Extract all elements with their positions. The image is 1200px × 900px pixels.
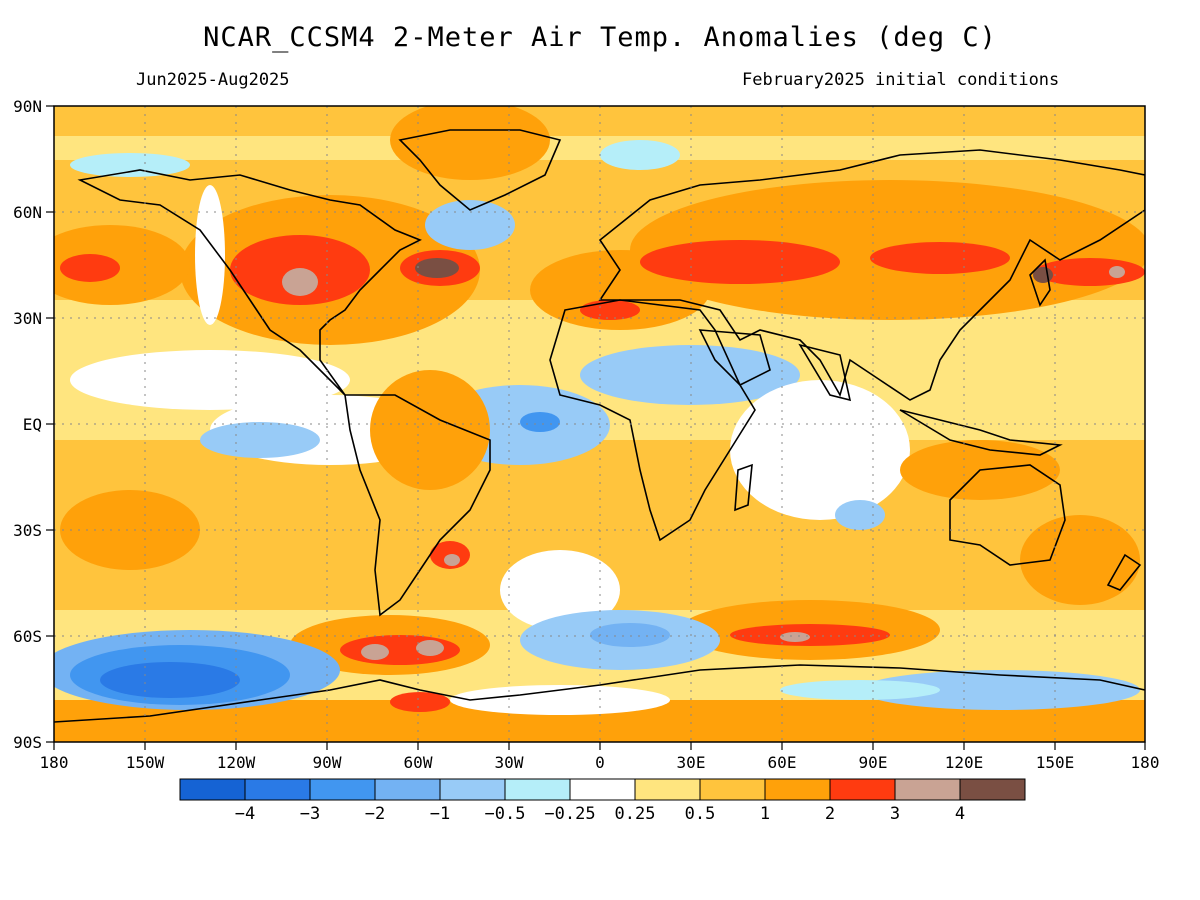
lon-label: 150W <box>126 753 165 772</box>
lon-label: 120E <box>945 753 984 772</box>
lat-label: 90N <box>13 97 42 116</box>
colorbar-swatch <box>244 778 311 801</box>
colorbar-swatch <box>764 778 831 801</box>
lat-label: 30S <box>13 521 42 540</box>
lat-label: EQ <box>23 415 42 434</box>
lon-label: 0 <box>595 753 605 772</box>
colorbar-swatch <box>959 778 1026 801</box>
colorbar-label: 3 <box>890 804 900 824</box>
lon-label: 30E <box>677 753 706 772</box>
lon-label: 90E <box>859 753 888 772</box>
colorbar-label: −1 <box>430 804 450 824</box>
colorbar-swatch <box>894 778 961 801</box>
lon-label: 30W <box>495 753 524 772</box>
colorbar-swatch <box>309 778 376 801</box>
lat-label: 30N <box>13 309 42 328</box>
colorbar-swatch <box>504 778 571 801</box>
axis-ticks <box>46 105 1146 750</box>
colorbar-label: −4 <box>235 804 255 824</box>
colorbar-swatch <box>634 778 701 801</box>
colorbar-swatch <box>179 778 246 801</box>
colorbar-label: 0.25 <box>615 804 656 824</box>
colorbar-label: 1 <box>760 804 770 824</box>
colorbar-swatch <box>699 778 766 801</box>
lat-label: 60N <box>13 203 42 222</box>
lon-label: 60E <box>768 753 797 772</box>
lat-label: 90S <box>13 733 42 752</box>
colorbar-label: −3 <box>300 804 320 824</box>
initial-conditions: February2025 initial conditions <box>742 70 1060 90</box>
colorbar-label: −0.25 <box>544 804 595 824</box>
lon-label: 180 <box>1131 753 1160 772</box>
gridlines <box>54 106 1145 742</box>
forecast-period: Jun2025-Aug2025 <box>136 70 290 90</box>
colorbar-swatch <box>829 778 896 801</box>
colorbar-label: 2 <box>825 804 835 824</box>
lon-label: 150E <box>1036 753 1075 772</box>
colorbar-swatch <box>569 778 636 801</box>
lon-label: 180 <box>40 753 69 772</box>
latitude-labels: 90N 60N 30N EQ 30S 60S 90S <box>13 97 42 752</box>
colorbar-swatch <box>439 778 506 801</box>
lon-label: 90W <box>313 753 342 772</box>
longitude-labels: 180 150W 120W 90W 60W 30W 0 30E 60E 90E … <box>40 753 1160 772</box>
lon-label: 60W <box>404 753 433 772</box>
coastlines <box>54 129 1145 723</box>
colorbar-label: −2 <box>365 804 385 824</box>
colorbar-label: 4 <box>955 804 965 824</box>
lat-label: 60S <box>13 627 42 646</box>
colorbar-label: 0.5 <box>685 804 716 824</box>
map-title: NCAR_CCSM4 2-Meter Air Temp. Anomalies (… <box>203 22 997 53</box>
colorbar-swatch <box>374 778 441 801</box>
colorbar: −4 −3 −2 −1 −0.5 −0.25 0.25 0.5 1 2 3 4 <box>179 778 1026 824</box>
anomaly-field <box>54 106 1145 742</box>
colorbar-label: −0.5 <box>485 804 526 824</box>
lon-label: 120W <box>217 753 256 772</box>
